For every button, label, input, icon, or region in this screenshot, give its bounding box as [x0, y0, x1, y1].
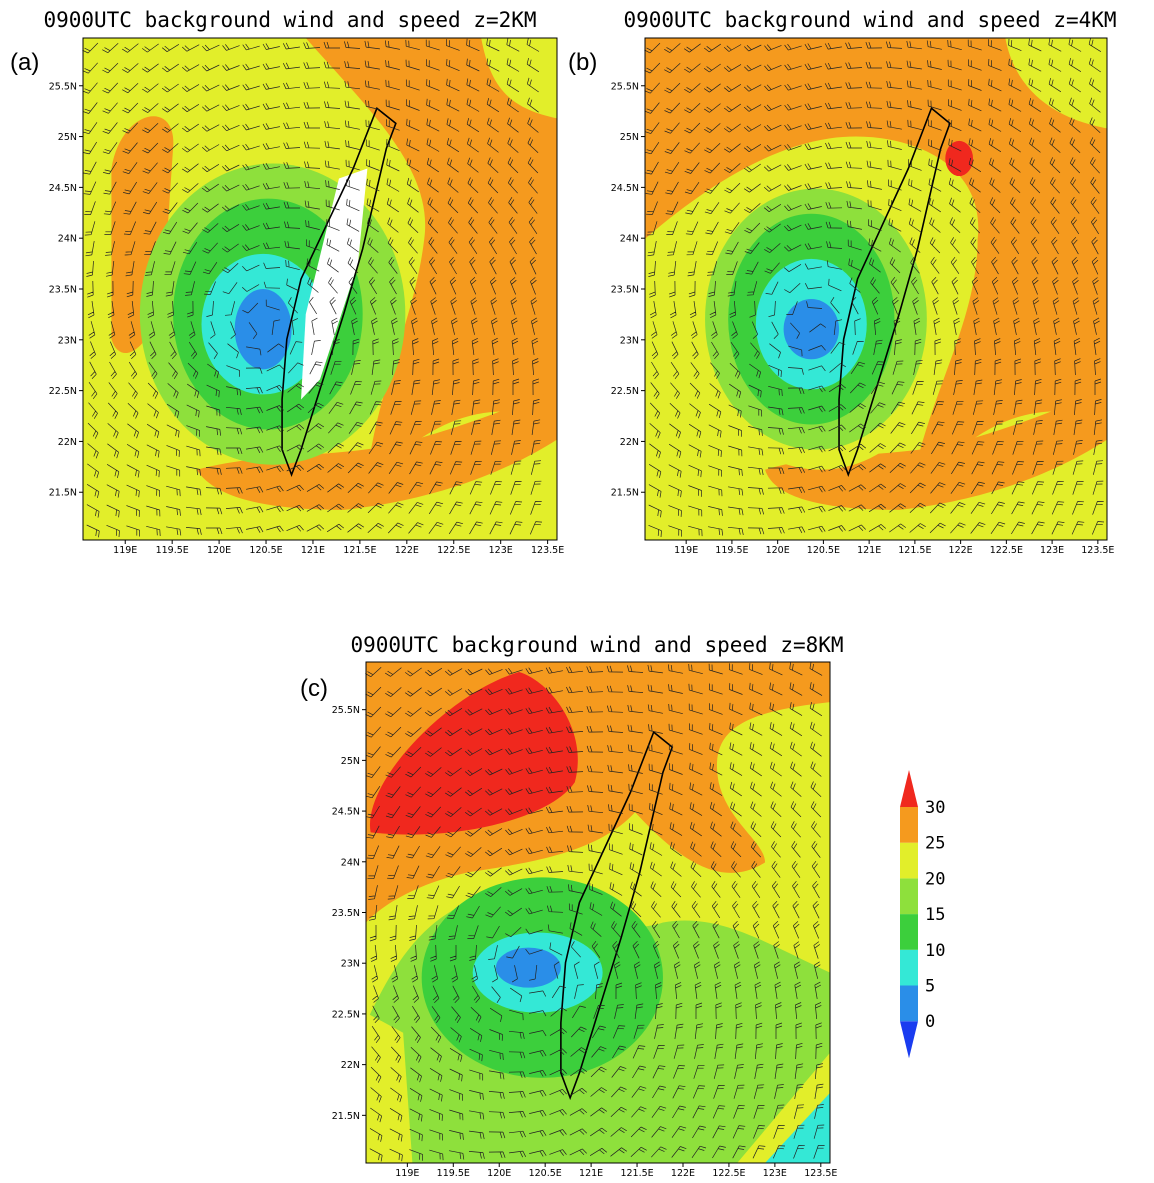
x-tick-label: 119.5E	[715, 545, 748, 556]
x-tick-label: 122.5E	[712, 1168, 745, 1179]
y-tick-label: 21.5N	[332, 1111, 360, 1122]
y-tick-label: 22.5N	[49, 386, 77, 397]
panel: 0900UTC background wind and speed z=4KM …	[568, 8, 1117, 556]
colorbar-cap	[900, 1021, 918, 1059]
y-tick-label: 21.5N	[611, 488, 639, 499]
y-tick-label: 23N	[341, 959, 360, 970]
x-tick-label: 120E	[207, 545, 231, 556]
x-tick-label: 123E	[763, 1168, 787, 1179]
y-tick-label: 22N	[620, 437, 639, 448]
y-tick-label: 24N	[620, 234, 639, 245]
y-tick-label: 22.5N	[332, 1009, 360, 1020]
wind-barbs	[82, 38, 543, 538]
y-tick-label: 24N	[341, 857, 360, 868]
y-tick-label: 22.5N	[611, 386, 639, 397]
panel-title: 0900UTC background wind and speed z=8KM	[350, 633, 843, 657]
x-tick-label: 122.5E	[990, 545, 1023, 556]
x-tick-label: 121E	[301, 545, 325, 556]
x-tick-label: 120.5E	[529, 1168, 562, 1179]
y-tick-label: 25.5N	[49, 81, 77, 92]
panel-title: 0900UTC background wind and speed z=4KM	[623, 8, 1116, 32]
y-tick-label: 22N	[341, 1060, 360, 1071]
x-tick-label: 121.5E	[620, 1168, 653, 1179]
y-tick-label: 25.5N	[332, 705, 360, 716]
y-tick-label: 24.5N	[611, 183, 639, 194]
y-tick-label: 23.5N	[49, 285, 77, 296]
y-tick-label: 25.5N	[611, 81, 639, 92]
x-tick-label: 120E	[487, 1168, 511, 1179]
y-tick-label: 21.5N	[49, 488, 77, 499]
x-tick-label: 120.5E	[807, 545, 840, 556]
x-tick-label: 122.5E	[437, 545, 470, 556]
y-tick-label: 24.5N	[49, 183, 77, 194]
x-tick-label: 121.5E	[343, 545, 376, 556]
colorbar-label: 25	[925, 834, 945, 854]
panel-title: 0900UTC background wind and speed z=2KM	[43, 8, 536, 32]
colorbar-label: 0	[925, 1012, 935, 1032]
colorbar-segment	[900, 985, 918, 1022]
x-tick-label: 119E	[674, 545, 698, 556]
colorbar-cap	[900, 770, 918, 807]
y-tick-label: 25N	[58, 132, 77, 143]
wind-barbs	[365, 662, 825, 1162]
wind-barbs	[644, 38, 1105, 538]
x-tick-label: 122E	[671, 1168, 695, 1179]
x-tick-label: 123.5E	[804, 1168, 837, 1179]
x-tick-label: 119.5E	[437, 1168, 470, 1179]
x-tick-label: 123E	[1040, 545, 1064, 556]
x-tick-label: 122E	[949, 545, 973, 556]
y-tick-label: 24.5N	[332, 807, 360, 818]
panel-label: (a)	[10, 49, 39, 76]
x-tick-label: 121.5E	[898, 545, 931, 556]
y-tick-label: 25N	[341, 756, 360, 767]
colorbar-label: 15	[925, 905, 945, 925]
y-tick-label: 23N	[620, 335, 639, 346]
colorbar-segment	[900, 842, 918, 879]
panel: 0900UTC background wind and speed z=8KM …	[300, 633, 844, 1179]
x-tick-label: 120.5E	[249, 545, 282, 556]
colorbar: 0 5 10 15 20 25 30	[900, 770, 945, 1059]
y-tick-label: 23.5N	[611, 285, 639, 296]
x-tick-label: 121E	[579, 1168, 603, 1179]
colorbar-label: 30	[925, 798, 945, 818]
y-tick-label: 23N	[58, 335, 77, 346]
panel: 0900UTC background wind and speed z=2KM …	[10, 8, 564, 556]
x-tick-label: 119E	[113, 545, 137, 556]
colorbar-segment	[900, 949, 918, 986]
y-tick-label: 24N	[58, 234, 77, 245]
x-tick-label: 120E	[766, 545, 790, 556]
y-tick-label: 23.5N	[332, 908, 360, 919]
x-tick-label: 119E	[395, 1168, 419, 1179]
x-tick-label: 122E	[395, 545, 419, 556]
x-tick-label: 123.5E	[531, 545, 564, 556]
colorbar-label: 5	[925, 977, 935, 997]
x-tick-label: 121E	[857, 545, 881, 556]
colorbar-segment	[900, 878, 918, 915]
y-tick-label: 25N	[620, 132, 639, 143]
x-tick-label: 123.5E	[1081, 545, 1114, 556]
panel-label: (b)	[568, 49, 597, 76]
colorbar-label: 20	[925, 869, 945, 889]
x-tick-label: 119.5E	[156, 545, 189, 556]
colorbar-segment	[900, 914, 918, 950]
colorbar-segment	[900, 807, 918, 843]
panel-label: (c)	[300, 675, 328, 702]
colorbar-label: 10	[925, 941, 945, 961]
y-tick-label: 22N	[58, 437, 77, 448]
x-tick-label: 123E	[489, 545, 513, 556]
